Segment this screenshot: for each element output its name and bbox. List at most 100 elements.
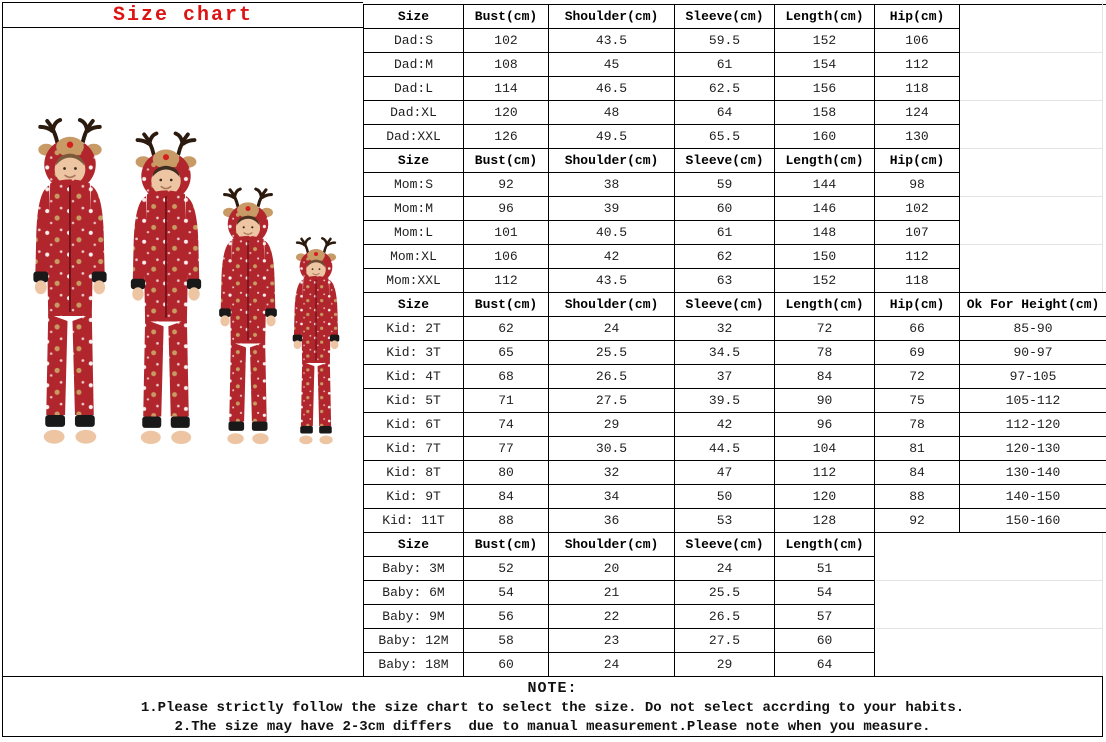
- value-cell: 51: [774, 556, 875, 581]
- value-cell: 27.5: [548, 388, 675, 413]
- table-row: Mom:L 101 40.5 61 148 107: [363, 220, 960, 245]
- value-cell: 150-160: [959, 508, 1106, 533]
- table-row: Kid: 3T 65 25.5 34.5 78 69 90-97: [363, 340, 1106, 365]
- table-row: Kid: 2T 62 24 32 72 66 85-90: [363, 316, 1106, 341]
- value-cell: 118: [874, 268, 960, 293]
- value-cell: 61: [674, 220, 775, 245]
- table-top-border: [959, 4, 1106, 5]
- table-row: Baby: 3M 52 20 24 51: [363, 556, 875, 581]
- value-cell: 37: [674, 364, 775, 389]
- value-cell: 29: [674, 652, 775, 677]
- value-cell: 64: [774, 652, 875, 677]
- value-cell: 106: [463, 244, 549, 269]
- value-cell: 146: [774, 196, 875, 221]
- value-cell: 39: [548, 196, 675, 221]
- value-cell: 114: [463, 76, 549, 101]
- value-cell: 124: [874, 100, 960, 125]
- value-cell: 84: [463, 484, 549, 509]
- value-cell: 34.5: [674, 340, 775, 365]
- value-cell: 90-97: [959, 340, 1106, 365]
- value-cell: 106: [874, 28, 960, 53]
- value-cell: 92: [874, 508, 960, 533]
- value-cell: 72: [874, 364, 960, 389]
- value-cell: 68: [463, 364, 549, 389]
- value-cell: 64: [674, 100, 775, 125]
- column-header: Hip(cm): [874, 148, 960, 173]
- value-cell: 56: [463, 604, 549, 629]
- value-cell: 112: [463, 268, 549, 293]
- value-cell: 24: [548, 316, 675, 341]
- header-row: Size Bust(cm) Shoulder(cm) Sleeve(cm) Length…: [363, 148, 960, 173]
- size-label-cell: Kid: 2T: [363, 316, 464, 341]
- value-cell: 60: [774, 628, 875, 653]
- value-cell: 27.5: [674, 628, 775, 653]
- column-header: Size: [363, 4, 464, 29]
- value-cell: 20: [548, 556, 675, 581]
- value-cell: 97-105: [959, 364, 1106, 389]
- toddler-figure: [291, 236, 341, 446]
- note-heading: NOTE:: [527, 680, 578, 697]
- table-row: Kid: 5T 71 27.5 39.5 90 75 105-112: [363, 388, 1106, 413]
- size-label-cell: Baby: 12M: [363, 628, 464, 653]
- table-row: Baby: 9M 56 22 26.5 57: [363, 604, 875, 629]
- value-cell: 120-130: [959, 436, 1106, 461]
- column-header: Shoulder(cm): [548, 148, 675, 173]
- value-cell: 128: [774, 508, 875, 533]
- value-cell: 57: [774, 604, 875, 629]
- size-label-cell: Dad:M: [363, 52, 464, 77]
- empty-grid-area-bottom: [876, 533, 1103, 675]
- value-cell: 84: [774, 364, 875, 389]
- value-cell: 118: [874, 76, 960, 101]
- column-header: Length(cm): [774, 148, 875, 173]
- table-row: Kid: 6T 74 29 42 96 78 112-120: [363, 412, 1106, 437]
- value-cell: 42: [674, 412, 775, 437]
- column-header: Sleeve(cm): [674, 148, 775, 173]
- table-row: Dad:S 102 43.5 59.5 152 106: [363, 28, 960, 53]
- size-label-cell: Kid: 6T: [363, 412, 464, 437]
- value-cell: 101: [463, 220, 549, 245]
- mom-figure: [128, 131, 204, 446]
- column-header: Shoulder(cm): [548, 532, 675, 557]
- column-header: Length(cm): [774, 292, 875, 317]
- value-cell: 43.5: [548, 28, 675, 53]
- value-cell: 72: [774, 316, 875, 341]
- column-header: Shoulder(cm): [548, 4, 675, 29]
- table-row: Kid: 7T 77 30.5 44.5 104 81 120-130: [363, 436, 1106, 461]
- value-cell: 26.5: [674, 604, 775, 629]
- column-header: Shoulder(cm): [548, 292, 675, 317]
- column-header: Hip(cm): [874, 292, 960, 317]
- value-cell: 71: [463, 388, 549, 413]
- value-cell: 22: [548, 604, 675, 629]
- kid-size-table: Size Bust(cm) Shoulder(cm) Sleeve(cm) Length…: [363, 292, 1106, 533]
- value-cell: 85-90: [959, 316, 1106, 341]
- value-cell: 65.5: [674, 124, 775, 149]
- table-row: Baby: 18M 60 24 29 64: [363, 652, 875, 677]
- size-label-cell: Mom:L: [363, 220, 464, 245]
- column-header: Hip(cm): [874, 4, 960, 29]
- value-cell: 81: [874, 436, 960, 461]
- value-cell: 120: [463, 100, 549, 125]
- page-title: Size chart: [2, 2, 363, 28]
- value-cell: 23: [548, 628, 675, 653]
- value-cell: 62.5: [674, 76, 775, 101]
- value-cell: 150: [774, 244, 875, 269]
- table-row: Mom:S 92 38 59 144 98: [363, 172, 960, 197]
- value-cell: 152: [774, 268, 875, 293]
- size-label-cell: Kid: 5T: [363, 388, 464, 413]
- table-row: Dad:XL 120 48 64 158 124: [363, 100, 960, 125]
- page-title-text: Size chart: [112, 3, 254, 27]
- value-cell: 69: [874, 340, 960, 365]
- value-cell: 48: [548, 100, 675, 125]
- size-label-cell: Mom:M: [363, 196, 464, 221]
- size-label-cell: Kid: 3T: [363, 340, 464, 365]
- size-label-cell: Kid: 7T: [363, 436, 464, 461]
- family-pajamas-illustration: [31, 118, 341, 446]
- value-cell: 34: [548, 484, 675, 509]
- value-cell: 62: [674, 244, 775, 269]
- note-line-2: 2.The size may have 2-3cm differs due to…: [174, 719, 931, 735]
- value-cell: 32: [674, 316, 775, 341]
- value-cell: 107: [874, 220, 960, 245]
- value-cell: 160: [774, 124, 875, 149]
- value-cell: 46.5: [548, 76, 675, 101]
- value-cell: 21: [548, 580, 675, 605]
